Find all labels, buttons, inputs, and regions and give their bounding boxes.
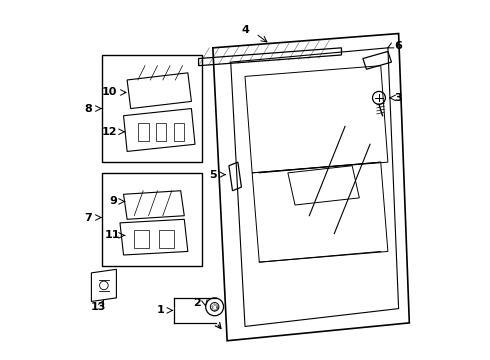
Text: 13: 13 (91, 302, 106, 312)
Bar (173, 123, 184, 141)
Text: 11: 11 (105, 230, 121, 240)
Text: 10: 10 (101, 87, 117, 98)
Text: 12: 12 (101, 127, 117, 137)
Text: 4: 4 (241, 25, 249, 35)
Bar (134, 230, 148, 248)
Text: 6: 6 (394, 41, 403, 51)
Text: 2: 2 (193, 298, 200, 308)
Bar (138, 123, 148, 141)
Text: 9: 9 (109, 197, 117, 206)
Bar (156, 123, 167, 141)
Bar (102, 173, 202, 266)
Bar (159, 230, 173, 248)
Text: 1: 1 (157, 305, 165, 315)
Text: 8: 8 (84, 104, 92, 113)
Bar (102, 55, 202, 162)
Text: 7: 7 (84, 212, 92, 222)
Text: 5: 5 (209, 170, 217, 180)
Text: 3: 3 (395, 93, 402, 103)
